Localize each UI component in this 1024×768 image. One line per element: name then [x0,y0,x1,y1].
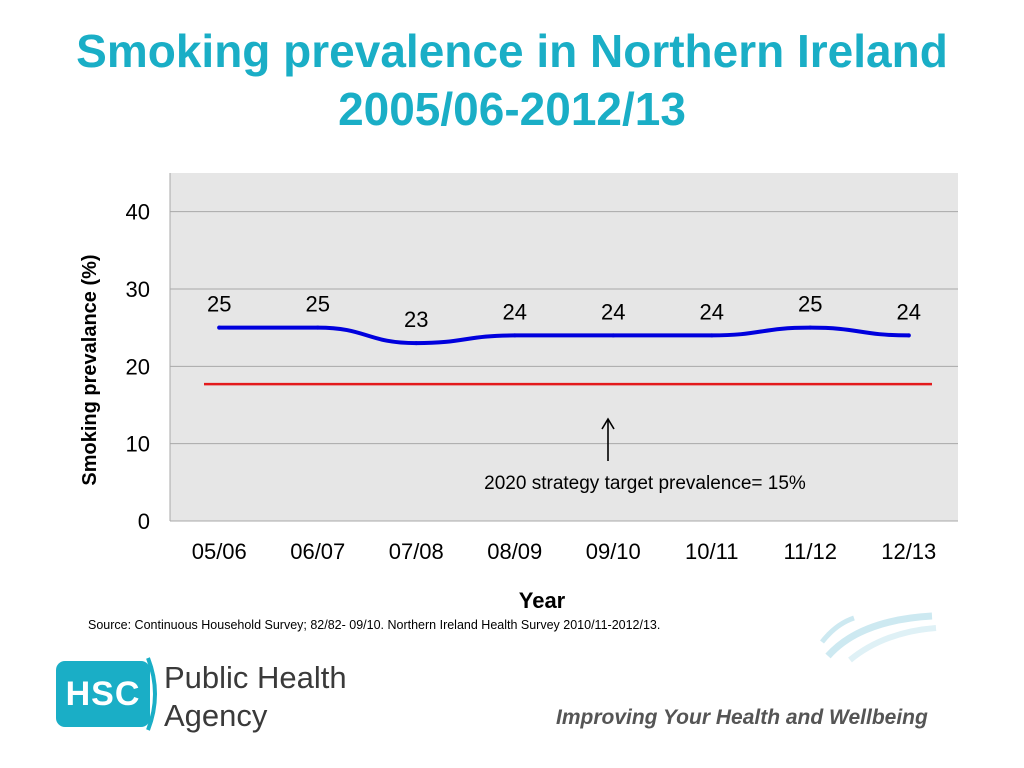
series-line-0 [217,325,911,346]
x-tick-label-5: 10/11 [685,539,738,564]
x-tick-label-6: 11/12 [784,539,837,564]
x-tick-label-7: 12/13 [881,539,936,564]
hsc-logo: HSC [56,661,150,727]
swoosh-decoration [820,612,937,663]
data-labels: 25 25 23 24 24 24 25 24 [207,292,921,332]
data-label-6: 25 [798,292,822,317]
data-label-3: 24 [503,299,527,324]
gridlines [169,173,958,522]
logo-curve-icon [146,657,157,731]
y-ticks: 0 10 20 30 40 [126,200,150,534]
data-point-5 [709,333,714,338]
x-ticks: 05/06 06/07 07/08 08/09 09/10 10/11 11/12 12/13 [192,539,937,564]
line-chart: 0 10 20 30 40 05/06 06/07 07/08 08/09 09/10 10/11… [79,173,958,610]
data-point-2 [414,341,419,346]
x-tick-label-1: 06/07 [290,539,345,564]
org-name-line-1: Public Health [164,660,347,695]
data-label-7: 24 [897,299,921,324]
data-label-1: 25 [306,292,330,317]
y-tick-label-10: 10 [126,432,150,457]
data-label-4: 24 [601,299,625,324]
target-arrow [601,417,615,461]
data-point-6 [808,325,813,330]
data-point-0 [217,325,222,330]
data-point-1 [315,325,320,330]
org-name-line-2: Agency [164,698,268,733]
tagline: Improving Your Health and Wellbeing [556,706,928,729]
x-axis-title: Year [519,588,566,610]
x-tick-label-4: 09/10 [586,539,641,564]
data-label-0: 25 [207,292,231,317]
data-point-4 [611,333,616,338]
y-tick-label-0: 0 [138,509,150,534]
data-label-2: 23 [404,307,428,332]
target-annotation: 2020 strategy target prevalence= 15% [484,473,806,494]
x-tick-label-0: 05/06 [192,539,247,564]
plot-area [170,173,958,521]
x-tick-label-3: 08/09 [487,539,542,564]
y-axis-title: Smoking prevalance (%) [79,254,101,485]
y-tick-label-30: 30 [126,277,150,302]
hsc-logo-text: HSC [65,675,141,713]
data-point-3 [512,333,517,338]
data-point-7 [906,333,911,338]
source-note: Source: Continuous Household Survey; 82/… [88,618,661,632]
y-tick-label-40: 40 [126,200,150,225]
page-title: Smoking prevalence in Northern Ireland 2… [76,25,948,135]
series-group [217,325,911,346]
y-tick-label-20: 20 [126,354,150,379]
data-label-5: 24 [700,299,724,324]
x-tick-label-2: 07/08 [389,539,444,564]
